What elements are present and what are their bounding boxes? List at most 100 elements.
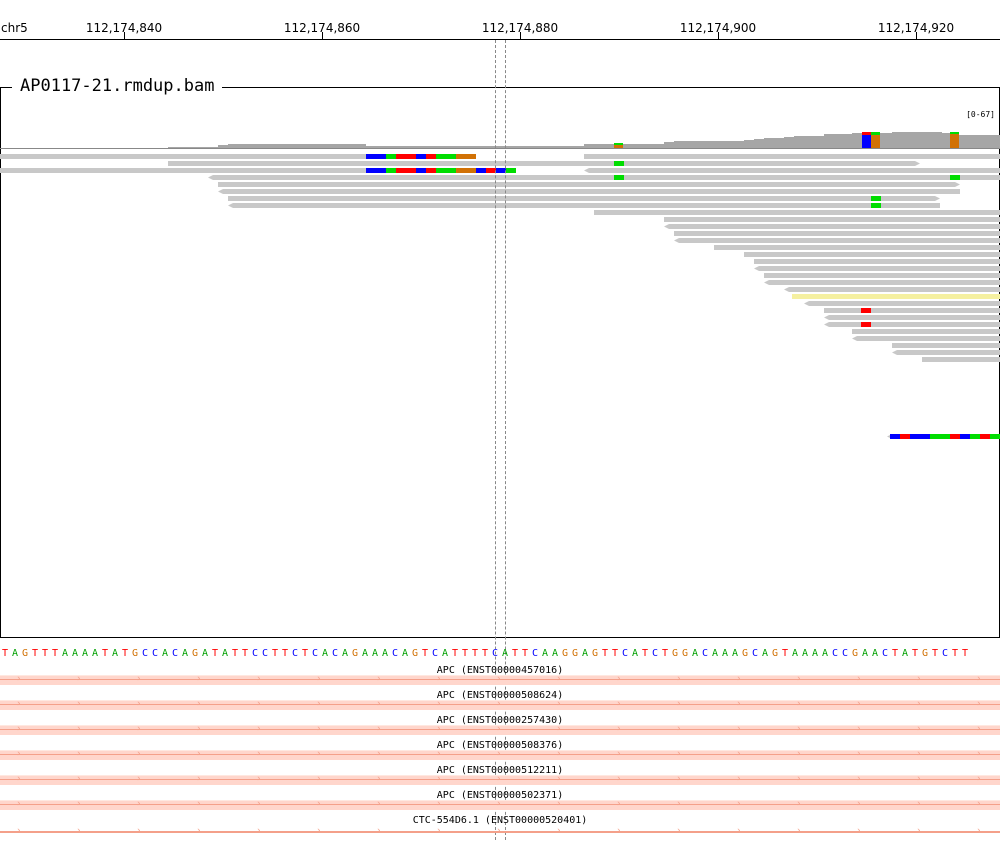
aligned-read[interactable] xyxy=(824,308,1000,313)
strand-arrow-icon: › xyxy=(557,826,561,836)
aligned-read[interactable] xyxy=(669,224,1000,229)
coverage-bar xyxy=(784,137,794,148)
soft-clip-base xyxy=(436,154,456,159)
aligned-read[interactable] xyxy=(584,154,1000,159)
aligned-read[interactable] xyxy=(829,322,1000,327)
aligned-read[interactable] xyxy=(789,287,1000,292)
strand-arrow-icon: › xyxy=(617,826,621,836)
track-title[interactable]: AP0117-21.rmdup.bam xyxy=(12,76,223,96)
aligned-read[interactable] xyxy=(213,175,1000,180)
strand-arrow-icon: › xyxy=(497,674,501,684)
read-strand-arrow xyxy=(935,196,940,201)
gene-feature[interactable] xyxy=(0,700,1000,710)
read-strand-arrow xyxy=(754,266,759,271)
gene-feature[interactable] xyxy=(0,775,1000,785)
read-strand-arrow xyxy=(664,224,669,229)
aligned-read[interactable] xyxy=(589,168,1000,173)
aligned-read[interactable] xyxy=(594,210,1000,215)
genomic-ruler[interactable]: chr5 112,174,840 112,174,860 112,174,880 11… xyxy=(0,0,1000,40)
reference-base: T xyxy=(661,648,669,659)
reference-base: A xyxy=(711,648,719,659)
gene-feature[interactable] xyxy=(0,831,1000,833)
aligned-read[interactable] xyxy=(168,161,915,166)
strand-arrow-icon: › xyxy=(797,724,801,734)
mismatch-base xyxy=(871,203,881,208)
aligned-read[interactable] xyxy=(223,189,960,194)
soft-clip-base xyxy=(950,434,960,439)
aligned-read[interactable] xyxy=(679,238,1000,243)
reference-base: A xyxy=(201,648,209,659)
aligned-read[interactable] xyxy=(674,231,1000,236)
aligned-read[interactable] xyxy=(228,196,935,201)
reference-base: G xyxy=(671,648,679,659)
coverage-mismatch xyxy=(871,132,880,148)
aligned-read[interactable] xyxy=(769,280,1000,285)
center-guide-right xyxy=(505,40,506,840)
aligned-read[interactable] xyxy=(714,245,1000,250)
coverage-mismatch xyxy=(862,132,871,148)
gene-feature-label: APC (ENST00000512211) xyxy=(436,765,564,776)
strand-arrow-icon: › xyxy=(77,724,81,734)
aligned-read[interactable] xyxy=(764,273,1000,278)
aligned-read[interactable] xyxy=(759,266,1000,271)
gene-feature[interactable] xyxy=(0,750,1000,760)
aligned-read[interactable] xyxy=(922,357,1000,362)
aligned-read[interactable] xyxy=(809,301,1000,306)
gene-strand-line xyxy=(0,804,1000,805)
aligned-read[interactable] xyxy=(857,336,1000,341)
mismatch-base xyxy=(950,175,960,180)
aligned-read[interactable] xyxy=(0,168,515,173)
aligned-read[interactable] xyxy=(233,203,940,208)
reference-base: G xyxy=(191,648,199,659)
gene-feature[interactable] xyxy=(0,800,1000,810)
strand-arrow-icon: › xyxy=(77,774,81,784)
ruler-tick-label: 112,174,860 xyxy=(283,21,361,35)
aligned-read[interactable] xyxy=(664,217,1000,222)
reference-base: A xyxy=(791,648,799,659)
reference-base: G xyxy=(591,648,599,659)
aligned-read[interactable] xyxy=(754,259,1000,264)
aligned-read[interactable] xyxy=(218,182,955,187)
coverage-mismatch xyxy=(871,132,880,135)
reference-base: T xyxy=(511,648,519,659)
aligned-read[interactable] xyxy=(744,252,1000,257)
strand-arrow-icon: › xyxy=(737,724,741,734)
strand-arrow-icon: › xyxy=(437,799,441,809)
aligned-read[interactable] xyxy=(852,329,1000,334)
strand-arrow-icon: › xyxy=(17,674,21,684)
gene-strand-line xyxy=(0,729,1000,730)
reference-base: A xyxy=(761,648,769,659)
strand-arrow-icon: › xyxy=(137,799,141,809)
strand-arrow-icon: › xyxy=(617,724,621,734)
gene-feature-label: CTC-554D6.1 (ENST00000520401) xyxy=(412,815,588,826)
reference-base: A xyxy=(801,648,809,659)
reference-base: A xyxy=(181,648,189,659)
strand-arrow-icon: › xyxy=(77,674,81,684)
strand-arrow-icon: › xyxy=(377,799,381,809)
strand-arrow-icon: › xyxy=(737,799,741,809)
gene-strand-line xyxy=(0,704,1000,705)
strand-arrow-icon: › xyxy=(17,826,21,836)
reference-base: C xyxy=(841,648,849,659)
aligned-read[interactable] xyxy=(0,154,469,159)
reference-base: C xyxy=(311,648,319,659)
reference-base: A xyxy=(341,648,349,659)
coverage-range-label: [0-67] xyxy=(966,110,995,119)
reference-base: A xyxy=(551,648,559,659)
strand-arrow-icon: › xyxy=(917,799,921,809)
coverage-bar xyxy=(892,132,942,148)
reference-base: T xyxy=(211,648,219,659)
strand-arrow-icon: › xyxy=(797,799,801,809)
strand-arrow-icon: › xyxy=(677,749,681,759)
reference-base: A xyxy=(581,648,589,659)
strand-arrow-icon: › xyxy=(557,674,561,684)
gene-feature[interactable] xyxy=(0,725,1000,735)
reference-base: C xyxy=(391,648,399,659)
aligned-read[interactable] xyxy=(897,350,1000,355)
strand-arrow-icon: › xyxy=(437,774,441,784)
gene-feature[interactable] xyxy=(0,675,1000,685)
strand-arrow-icon: › xyxy=(137,826,141,836)
aligned-read[interactable] xyxy=(892,343,1000,348)
aligned-read[interactable] xyxy=(829,315,1000,320)
